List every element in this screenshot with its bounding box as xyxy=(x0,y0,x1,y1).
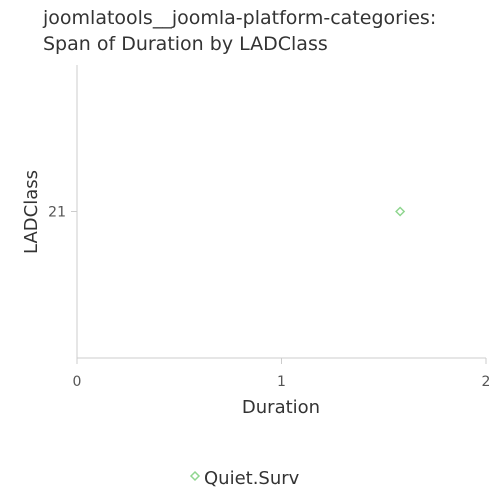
plot-area: 0 1 2 21 xyxy=(48,65,490,390)
chart-title-line-1: joomlatools__joomla-platform-categories: xyxy=(42,7,436,29)
y-axis-title: LADClass xyxy=(21,170,42,254)
data-points xyxy=(396,208,404,216)
x-axis-ticks: 0 1 2 xyxy=(73,358,491,390)
legend-marker-diamond-icon xyxy=(191,472,199,480)
x-axis-title: Duration xyxy=(242,397,320,418)
y-tick-label: 21 xyxy=(48,205,66,221)
legend[interactable]: Quiet.Surv xyxy=(191,468,300,489)
y-axis-ticks: 21 xyxy=(48,205,77,221)
x-tick-label: 2 xyxy=(482,374,491,390)
data-point[interactable] xyxy=(396,208,404,216)
x-tick-label: 1 xyxy=(277,374,286,390)
legend-label-quiet-surv: Quiet.Surv xyxy=(204,468,300,489)
chart-title-line-2: Span of Duration by LADClass xyxy=(43,33,328,55)
x-tick-label: 0 xyxy=(73,374,82,390)
